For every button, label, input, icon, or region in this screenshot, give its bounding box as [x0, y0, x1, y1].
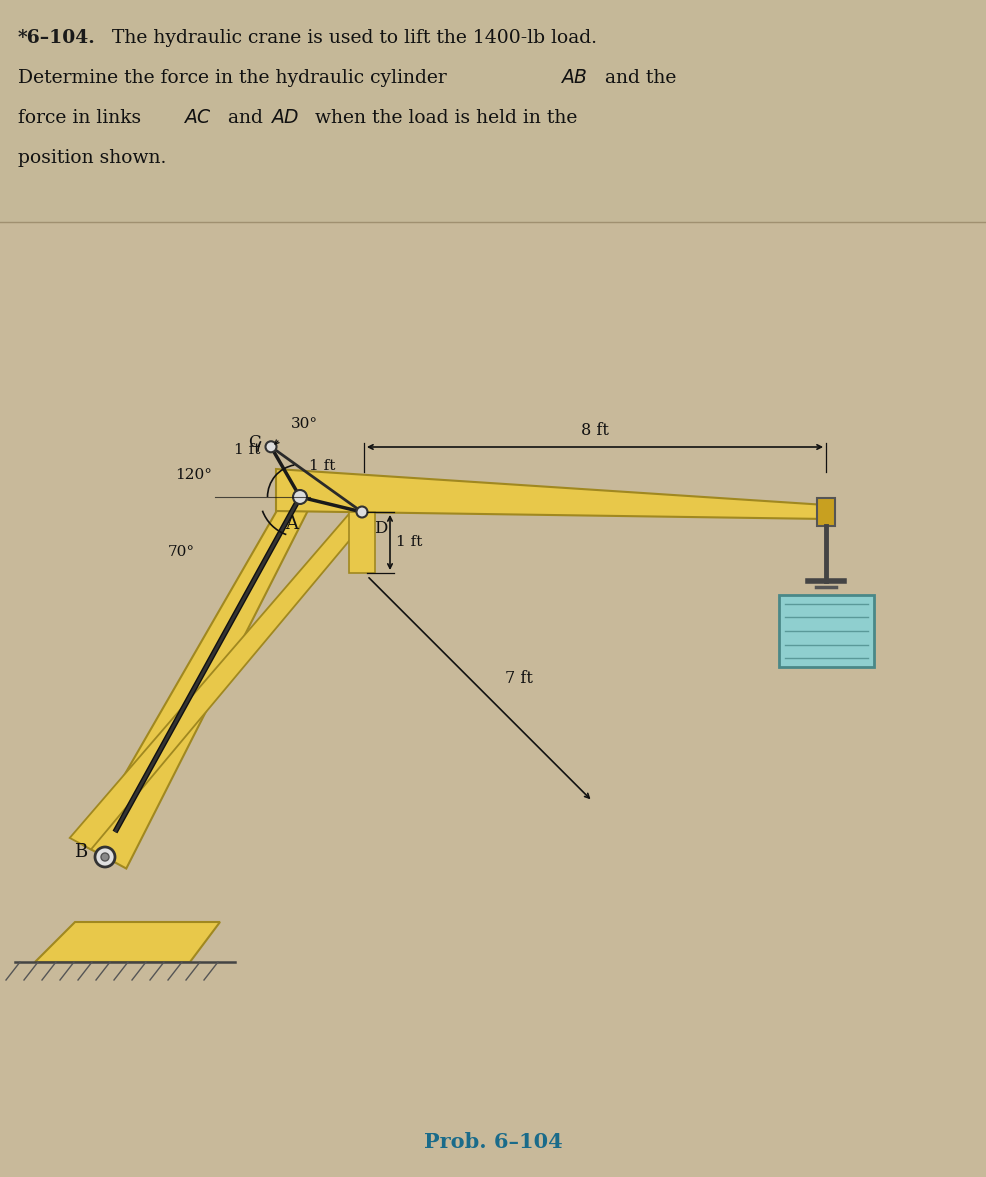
Text: 120°: 120°: [175, 468, 212, 483]
Text: position shown.: position shown.: [18, 149, 167, 167]
Text: 1 ft: 1 ft: [234, 443, 260, 457]
Text: B: B: [74, 843, 87, 862]
Text: $AD$: $AD$: [270, 109, 300, 127]
Text: force in links: force in links: [18, 109, 153, 127]
Polygon shape: [84, 491, 312, 869]
Circle shape: [265, 441, 276, 452]
Bar: [817, 498, 835, 526]
Polygon shape: [349, 512, 375, 573]
Bar: [0, 0, 986, 222]
Text: 70°: 70°: [168, 545, 195, 559]
Circle shape: [95, 847, 115, 867]
Text: 30°: 30°: [291, 417, 318, 431]
Text: A: A: [286, 516, 299, 533]
Text: and the: and the: [605, 69, 676, 87]
Circle shape: [101, 853, 109, 862]
Text: 1 ft: 1 ft: [309, 459, 335, 473]
Text: $AC$: $AC$: [183, 109, 212, 127]
Text: D: D: [374, 520, 387, 537]
Text: *6–104.: *6–104.: [18, 29, 96, 47]
Text: Prob. 6–104: Prob. 6–104: [424, 1132, 562, 1152]
Text: 7 ft: 7 ft: [505, 670, 532, 687]
Text: $AB$: $AB$: [560, 69, 588, 87]
Text: 8 ft: 8 ft: [581, 423, 609, 439]
Text: C: C: [248, 434, 261, 451]
Polygon shape: [276, 468, 826, 519]
Text: and: and: [228, 109, 275, 127]
Text: The hydraulic crane is used to lift the 1400-lb load.: The hydraulic crane is used to lift the …: [112, 29, 597, 47]
Circle shape: [357, 506, 368, 518]
Bar: [779, 596, 874, 667]
Polygon shape: [70, 507, 370, 850]
Text: 1 ft: 1 ft: [396, 536, 422, 550]
Polygon shape: [35, 922, 220, 962]
Circle shape: [293, 490, 307, 504]
Text: when the load is held in the: when the load is held in the: [315, 109, 578, 127]
Text: Determine the force in the hydraulic cylinder: Determine the force in the hydraulic cyl…: [18, 69, 458, 87]
